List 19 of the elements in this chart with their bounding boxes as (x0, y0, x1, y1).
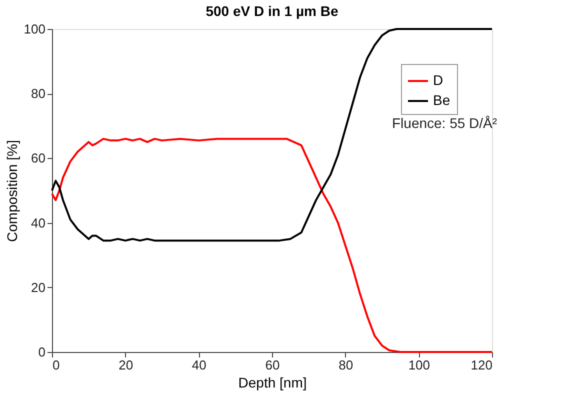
x-tick-label: 80 (338, 358, 354, 372)
x-tick-label: 120 (470, 358, 492, 372)
y-tick-label: 80 (31, 86, 46, 102)
y-tick-label: 20 (31, 280, 46, 295)
x-tick-label: 40 (192, 358, 206, 372)
x-tick-label: 60 (265, 358, 280, 372)
y-tick-label: 100 (24, 22, 46, 36)
y-tick-label: 40 (31, 215, 46, 230)
y-tick-label: 60 (31, 150, 46, 166)
y-axis-title: Composition [%] (4, 140, 20, 242)
y-tick-label: 0 (38, 344, 46, 360)
x-tick-label: 100 (408, 358, 430, 372)
x-tick-label: 0 (52, 358, 60, 372)
legend-label: D (433, 72, 444, 88)
legend-label: Be (433, 92, 450, 108)
annotation: Fluence: 55 D/Å² (392, 115, 498, 131)
x-tick-label: 20 (118, 358, 134, 372)
x-axis-title: Depth [nm] (238, 374, 307, 390)
chart-title: 500 eV D in 1 µm Be (206, 3, 338, 19)
